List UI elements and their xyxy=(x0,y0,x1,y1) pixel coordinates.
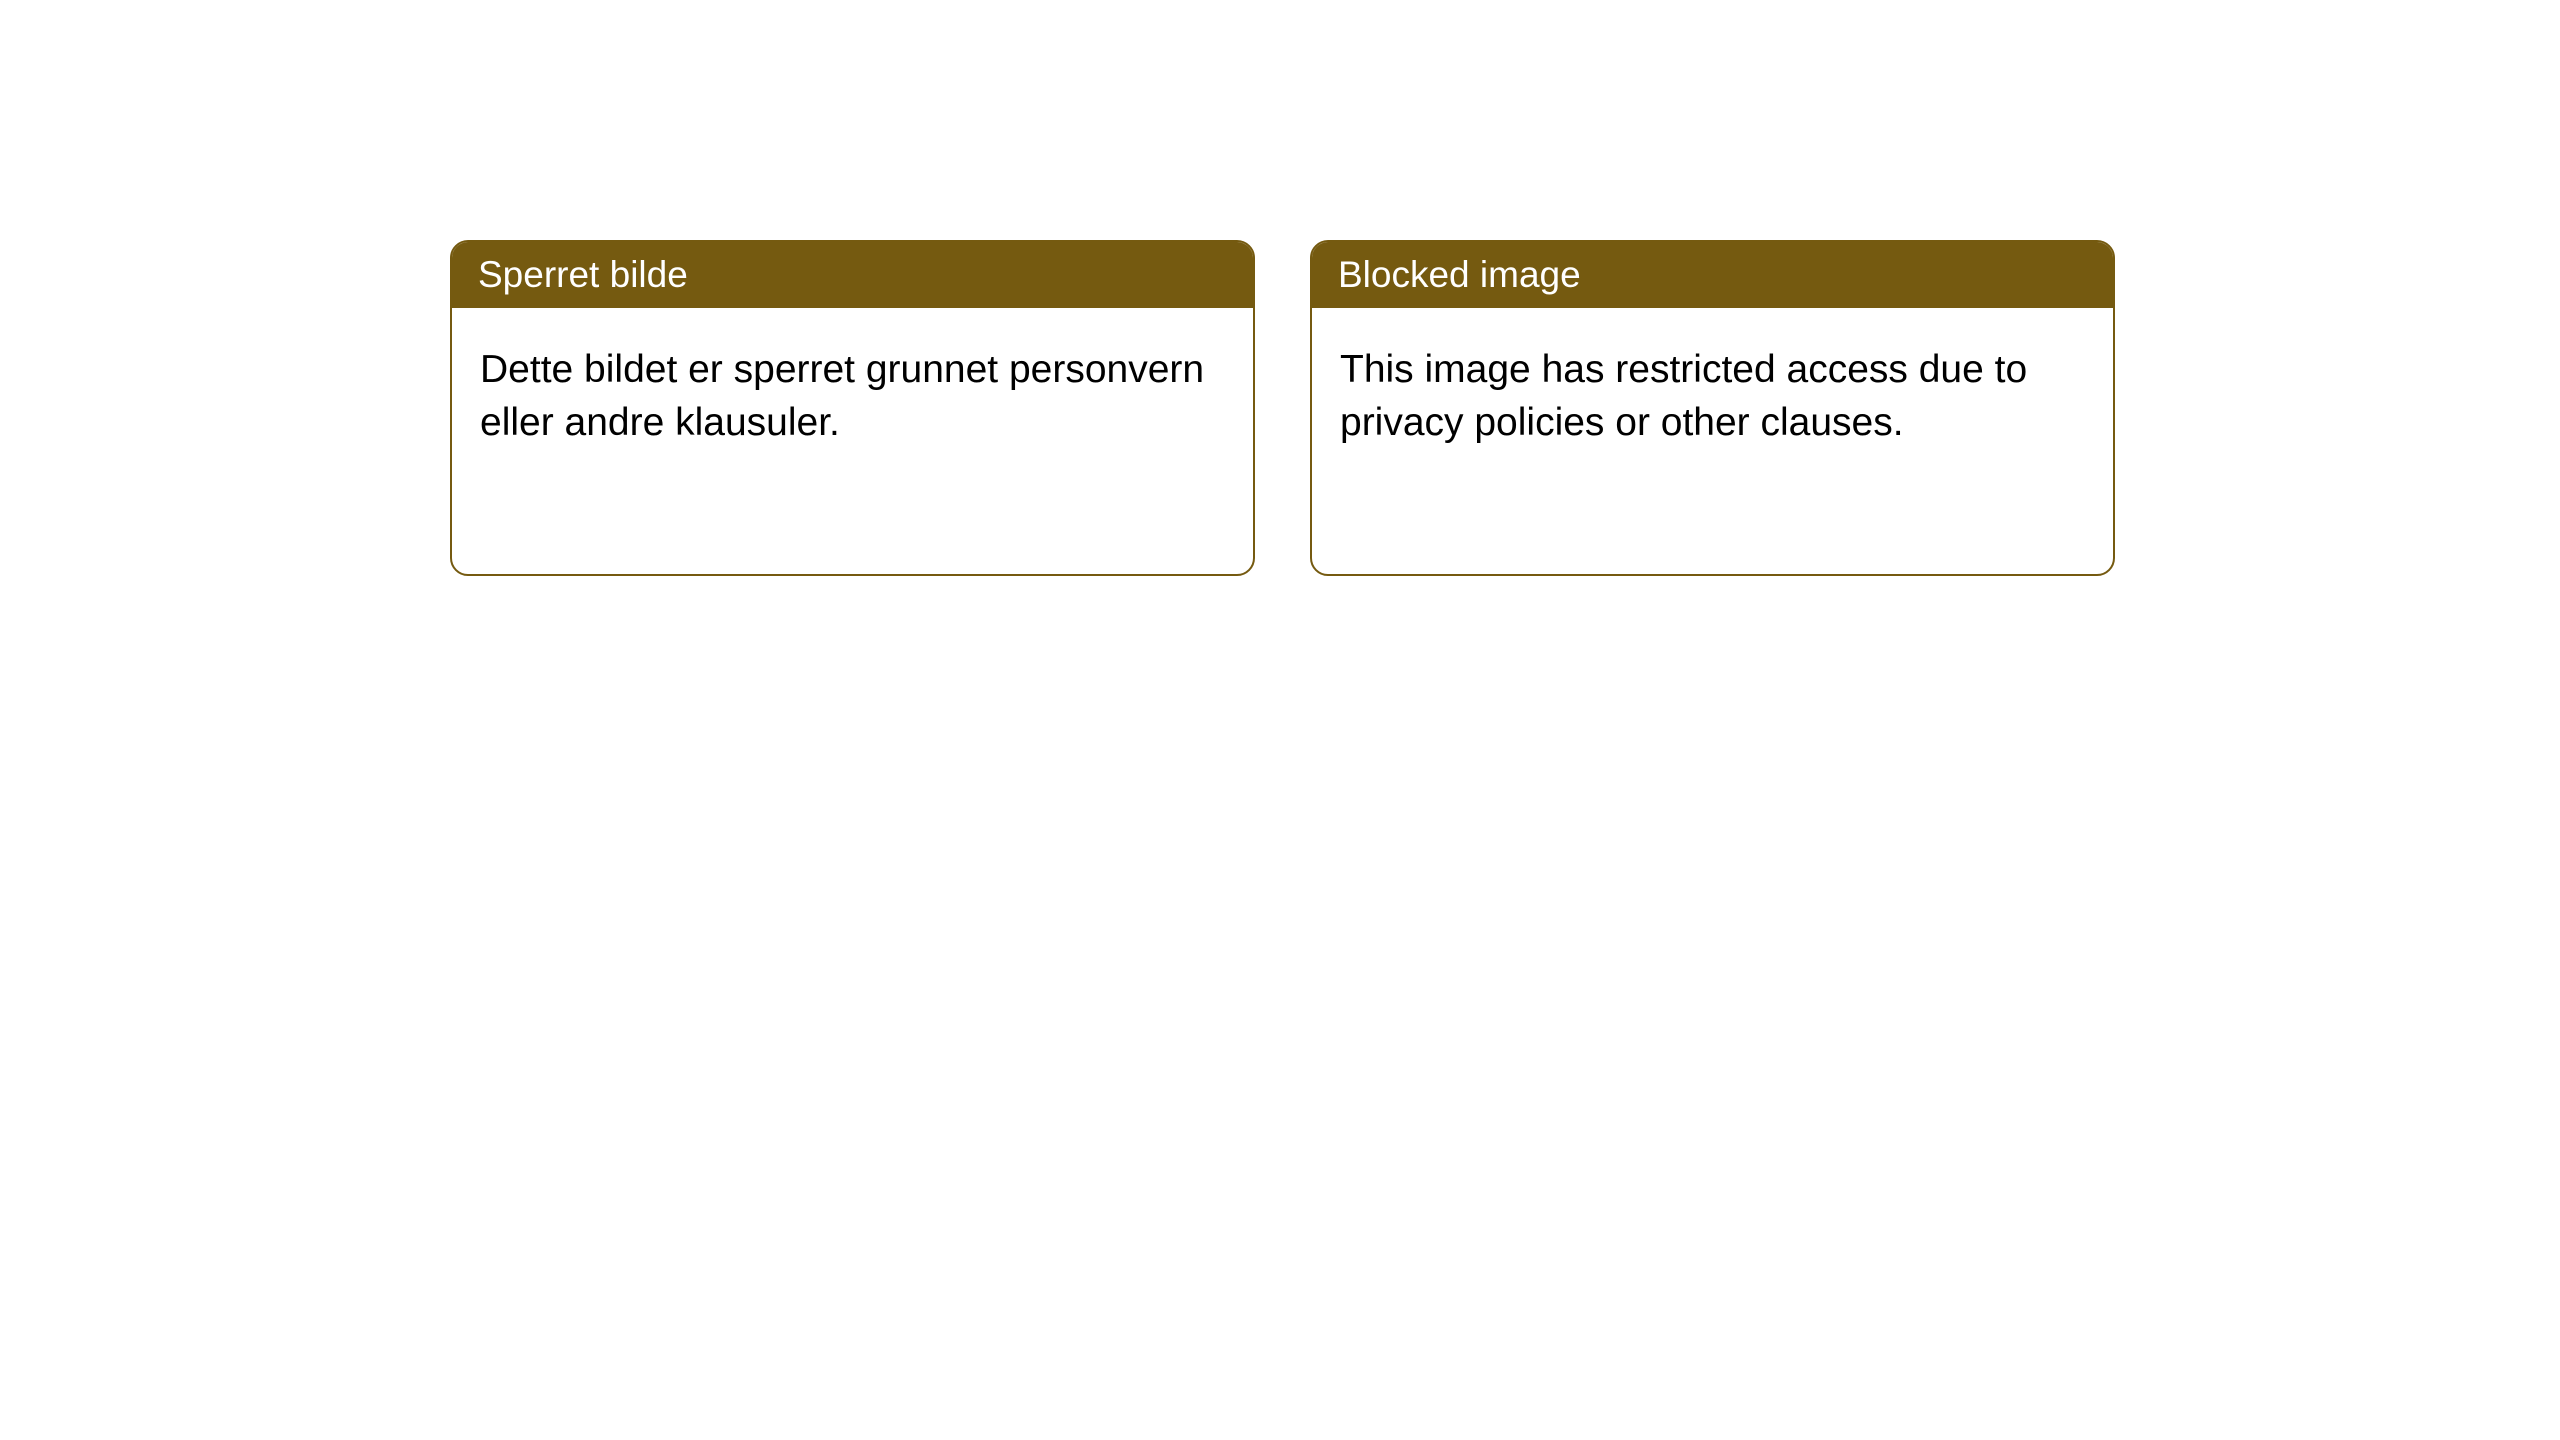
cards-container: Sperret bilde Dette bildet er sperret gr… xyxy=(450,240,2115,576)
card-header-no: Sperret bilde xyxy=(452,242,1253,308)
blocked-image-card-no: Sperret bilde Dette bildet er sperret gr… xyxy=(450,240,1255,576)
card-header-en: Blocked image xyxy=(1312,242,2113,308)
card-body-en: This image has restricted access due to … xyxy=(1312,308,2113,485)
card-body-no: Dette bildet er sperret grunnet personve… xyxy=(452,308,1253,485)
blocked-image-card-en: Blocked image This image has restricted … xyxy=(1310,240,2115,576)
